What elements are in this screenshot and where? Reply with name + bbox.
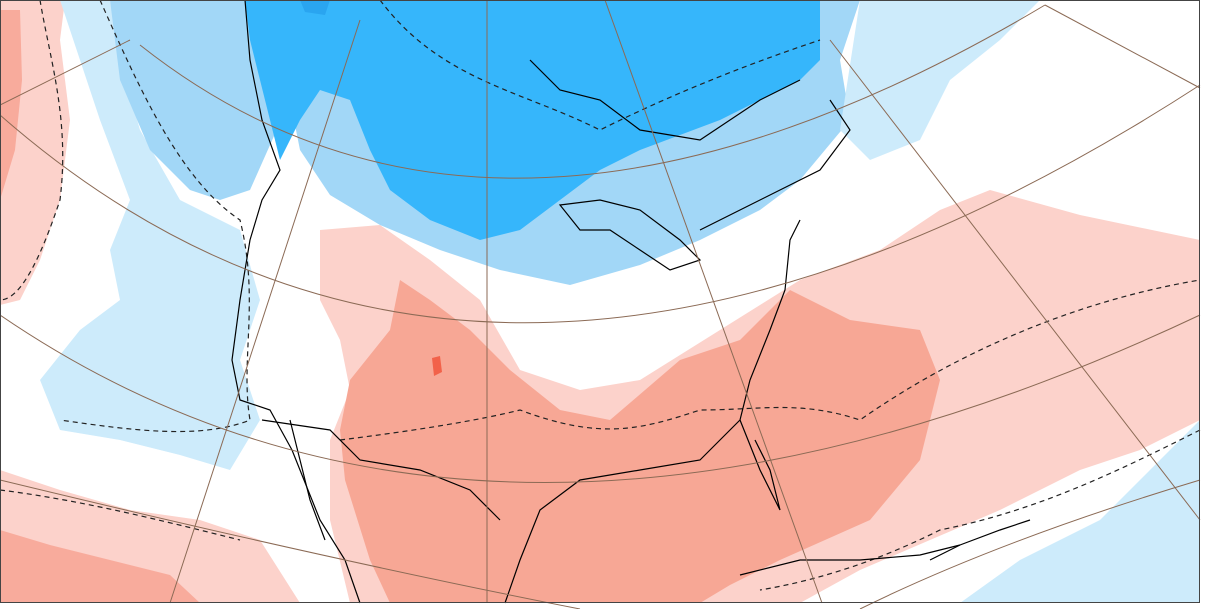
cool-light-area bbox=[40, 0, 260, 470]
warm-strong-area bbox=[432, 356, 442, 376]
coastline bbox=[529, 59, 801, 141]
cool-strong-area bbox=[300, 0, 330, 15]
coastline bbox=[261, 419, 501, 521]
coastline bbox=[231, 0, 361, 604]
meridian bbox=[1044, 4, 1201, 89]
coastline bbox=[558, 199, 702, 271]
cool-strong-area bbox=[245, 0, 820, 240]
coastline bbox=[929, 519, 1031, 561]
zero-contour bbox=[339, 279, 1201, 441]
warm-medium-area bbox=[340, 280, 940, 603]
zero-contour bbox=[59, 0, 251, 433]
warm-medium-area bbox=[0, 10, 22, 200]
warm-medium-area bbox=[0, 530, 200, 603]
zero-contour bbox=[0, 0, 64, 301]
meridian bbox=[829, 39, 1201, 521]
latitude-line bbox=[0, 314, 1201, 483]
coastline bbox=[739, 544, 961, 576]
latitude-line bbox=[859, 479, 1201, 609]
latitude-line bbox=[0, 84, 1201, 324]
zero-contour bbox=[0, 489, 241, 541]
meridian bbox=[604, 0, 823, 604]
coastline bbox=[504, 219, 801, 604]
latitude-line bbox=[139, 4, 1046, 179]
coastline bbox=[739, 419, 781, 511]
zero-contour bbox=[759, 429, 1201, 591]
cool-light-area bbox=[960, 420, 1200, 603]
coastline bbox=[289, 419, 326, 541]
meridian bbox=[0, 39, 131, 106]
zero-contour bbox=[379, 0, 821, 131]
latitude-line bbox=[0, 479, 581, 609]
meridian bbox=[169, 19, 361, 604]
coastlines bbox=[231, 0, 1031, 604]
coastline bbox=[699, 99, 851, 231]
cool-medium-area bbox=[840, 0, 1040, 160]
dashed-contours bbox=[0, 0, 1201, 591]
